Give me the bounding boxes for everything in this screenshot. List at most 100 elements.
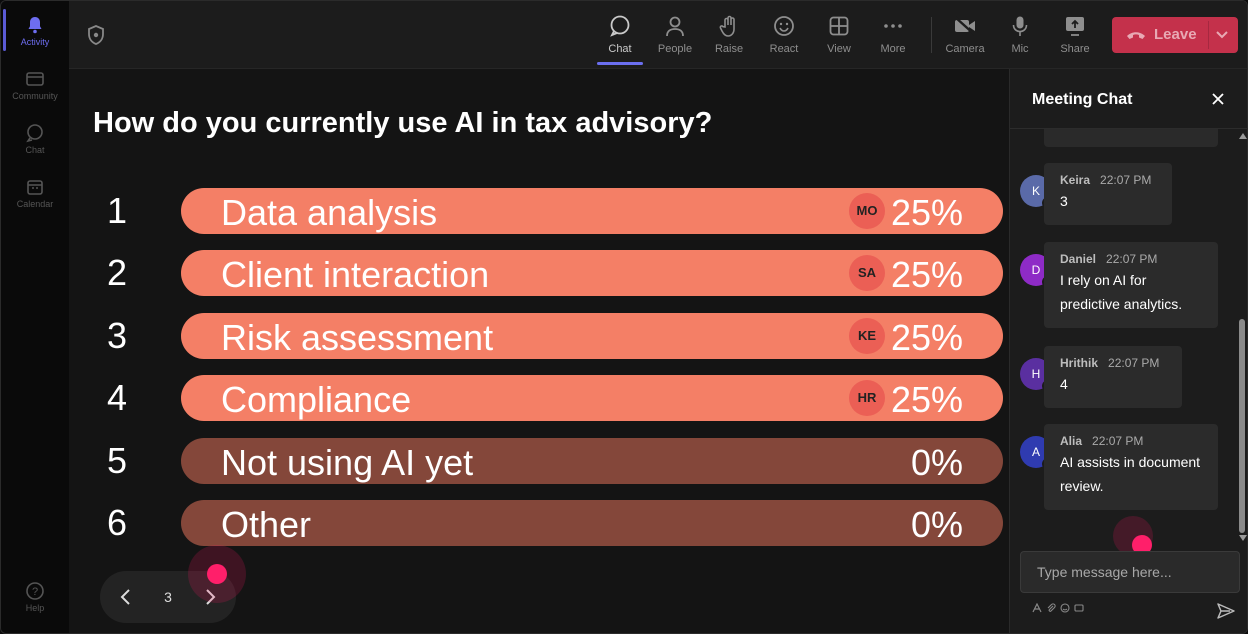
message-bubble: Alia 22:07 PM AI assists in document revi… — [1044, 424, 1218, 510]
option-number: 3 — [107, 315, 128, 356]
share-button[interactable]: Share — [1050, 11, 1100, 63]
poll-question: How do you currently use AI in tax advis… — [93, 107, 713, 139]
message-bubble: Daniel 22:07 PM I rely on AI for predicti… — [1044, 242, 1218, 328]
option-label: Risk assessment — [221, 317, 494, 358]
react-button[interactable]: React — [759, 11, 809, 63]
share-screen-icon — [1066, 17, 1084, 36]
option-label: Compliance — [221, 379, 412, 420]
shield-icon[interactable] — [87, 25, 105, 45]
chevron-left-icon[interactable] — [118, 587, 134, 607]
chevron-down-icon[interactable] — [1214, 27, 1230, 43]
smile-icon — [774, 16, 794, 36]
message-text: AI assists in document review. — [1060, 454, 1201, 494]
gif-icon[interactable] — [1074, 603, 1084, 613]
mic-label: Mic — [1011, 43, 1029, 55]
left-rail: Activity Community Chat Calendar ? Help — [1, 1, 69, 633]
option-number: 1 — [107, 190, 128, 231]
rail-label: Calendar — [16, 199, 54, 209]
bell-icon — [28, 17, 42, 34]
option-percent: 25% — [890, 192, 963, 233]
svg-text:?: ? — [32, 586, 38, 598]
option-bar[interactable]: Other 0% — [181, 500, 1003, 546]
voter-avatar: KE — [849, 318, 885, 354]
leave-button[interactable]: Leave — [1112, 17, 1238, 53]
view-label: View — [827, 43, 851, 55]
poll-option[interactable]: 2 Client interaction SA 25% — [69, 250, 1009, 296]
hand-icon — [719, 15, 735, 37]
format-text-icon[interactable] — [1032, 603, 1042, 613]
mic-icon — [1012, 16, 1028, 36]
scroll-down-arrow-icon[interactable] — [1239, 535, 1247, 541]
chat-header: Meeting Chat — [1010, 69, 1247, 129]
poll-option[interactable]: 5 Not using AI yet 0% — [69, 438, 1009, 484]
raise-label: Raise — [714, 43, 744, 55]
meeting-chat-panel: Meeting Chat K Keira 22:07 PM 3 D Daniel 2… — [1009, 69, 1247, 633]
rail-item-community[interactable]: Community — [1, 69, 69, 101]
option-percent: 0% — [910, 442, 963, 483]
poll-option[interactable]: 6 Other 0% — [69, 500, 1009, 546]
chat-messages[interactable]: K Keira 22:07 PM 3 D Daniel 22:07 PM I rel… — [1010, 129, 1247, 543]
rail-label: Activity — [20, 37, 50, 47]
rail-label: Community — [12, 91, 58, 101]
poll-option[interactable]: 1 Data analysis MO 25% — [69, 188, 1009, 234]
sender-name: Hrithik — [1060, 356, 1099, 370]
rail-item-activity[interactable]: Activity — [1, 9, 69, 51]
camera-button[interactable]: Camera — [940, 11, 990, 63]
raise-hand-button[interactable]: Raise — [704, 11, 754, 63]
close-icon[interactable] — [1210, 91, 1226, 107]
leave-divider — [1208, 21, 1209, 49]
people-label: People — [657, 43, 693, 55]
attach-icon[interactable] — [1046, 603, 1056, 613]
people-button[interactable]: People — [650, 11, 700, 63]
option-bar[interactable]: Data analysis MO 25% — [181, 188, 1003, 234]
poll-option[interactable]: 4 Compliance HR 25% — [69, 375, 1009, 421]
community-icon — [26, 72, 44, 86]
poll-option[interactable]: 3 Risk assessment KE 25% — [69, 313, 1009, 359]
option-number: 6 — [107, 502, 128, 543]
chevron-right-icon[interactable] — [202, 587, 218, 607]
chat-message-input[interactable] — [1020, 551, 1240, 593]
click-indicator — [1113, 516, 1153, 556]
chat-icon — [26, 124, 43, 143]
camera-label: Camera — [945, 43, 985, 55]
click-indicator — [188, 545, 246, 603]
more-button[interactable]: More — [868, 11, 918, 63]
voter-avatar: SA — [849, 255, 885, 291]
view-button[interactable]: View — [814, 11, 864, 63]
option-label: Client interaction — [221, 254, 490, 295]
scroll-up-arrow-icon[interactable] — [1239, 133, 1247, 139]
option-label: Other — [221, 504, 312, 545]
scroll-thumb[interactable] — [1239, 319, 1245, 533]
option-bar[interactable]: Client interaction SA 25% — [181, 250, 1003, 296]
more-label: More — [880, 43, 906, 55]
message-time: 22:07 PM — [1108, 356, 1160, 370]
grid-icon — [829, 16, 849, 36]
rail-label: Chat — [25, 145, 45, 155]
message-bubble-partial — [1044, 129, 1218, 147]
send-icon[interactable] — [1216, 601, 1236, 621]
chat-title: Meeting Chat — [1032, 91, 1133, 108]
rail-item-calendar[interactable]: Calendar — [1, 177, 69, 209]
mic-button[interactable]: Mic — [995, 11, 1045, 63]
react-label: React — [769, 43, 799, 55]
message-time: 22:07 PM — [1106, 252, 1158, 266]
option-bar[interactable]: Compliance HR 25% — [181, 375, 1003, 421]
hang-up-icon — [1127, 32, 1145, 39]
rail-item-help[interactable]: ? Help — [1, 581, 69, 613]
message-time: 22:07 PM — [1100, 173, 1152, 187]
poll-stage: How do you currently use AI in tax advis… — [69, 69, 1009, 633]
rail-item-chat[interactable]: Chat — [1, 123, 69, 155]
message-bubble: Hrithik 22:07 PM 4 — [1044, 346, 1182, 408]
avatar-initial: H — [1031, 367, 1041, 381]
chat-icon — [610, 15, 630, 37]
emoji-icon[interactable] — [1060, 603, 1070, 613]
chat-scrollbar[interactable] — [1236, 129, 1247, 543]
calendar-icon — [27, 180, 43, 195]
option-bar[interactable]: Risk assessment KE 25% — [181, 313, 1003, 359]
message-time: 22:07 PM — [1092, 434, 1144, 448]
option-bar[interactable]: Not using AI yet 0% — [181, 438, 1003, 484]
message-text: 4 — [1060, 376, 1068, 392]
option-number: 4 — [107, 377, 128, 418]
chat-button[interactable]: Chat — [595, 11, 645, 65]
